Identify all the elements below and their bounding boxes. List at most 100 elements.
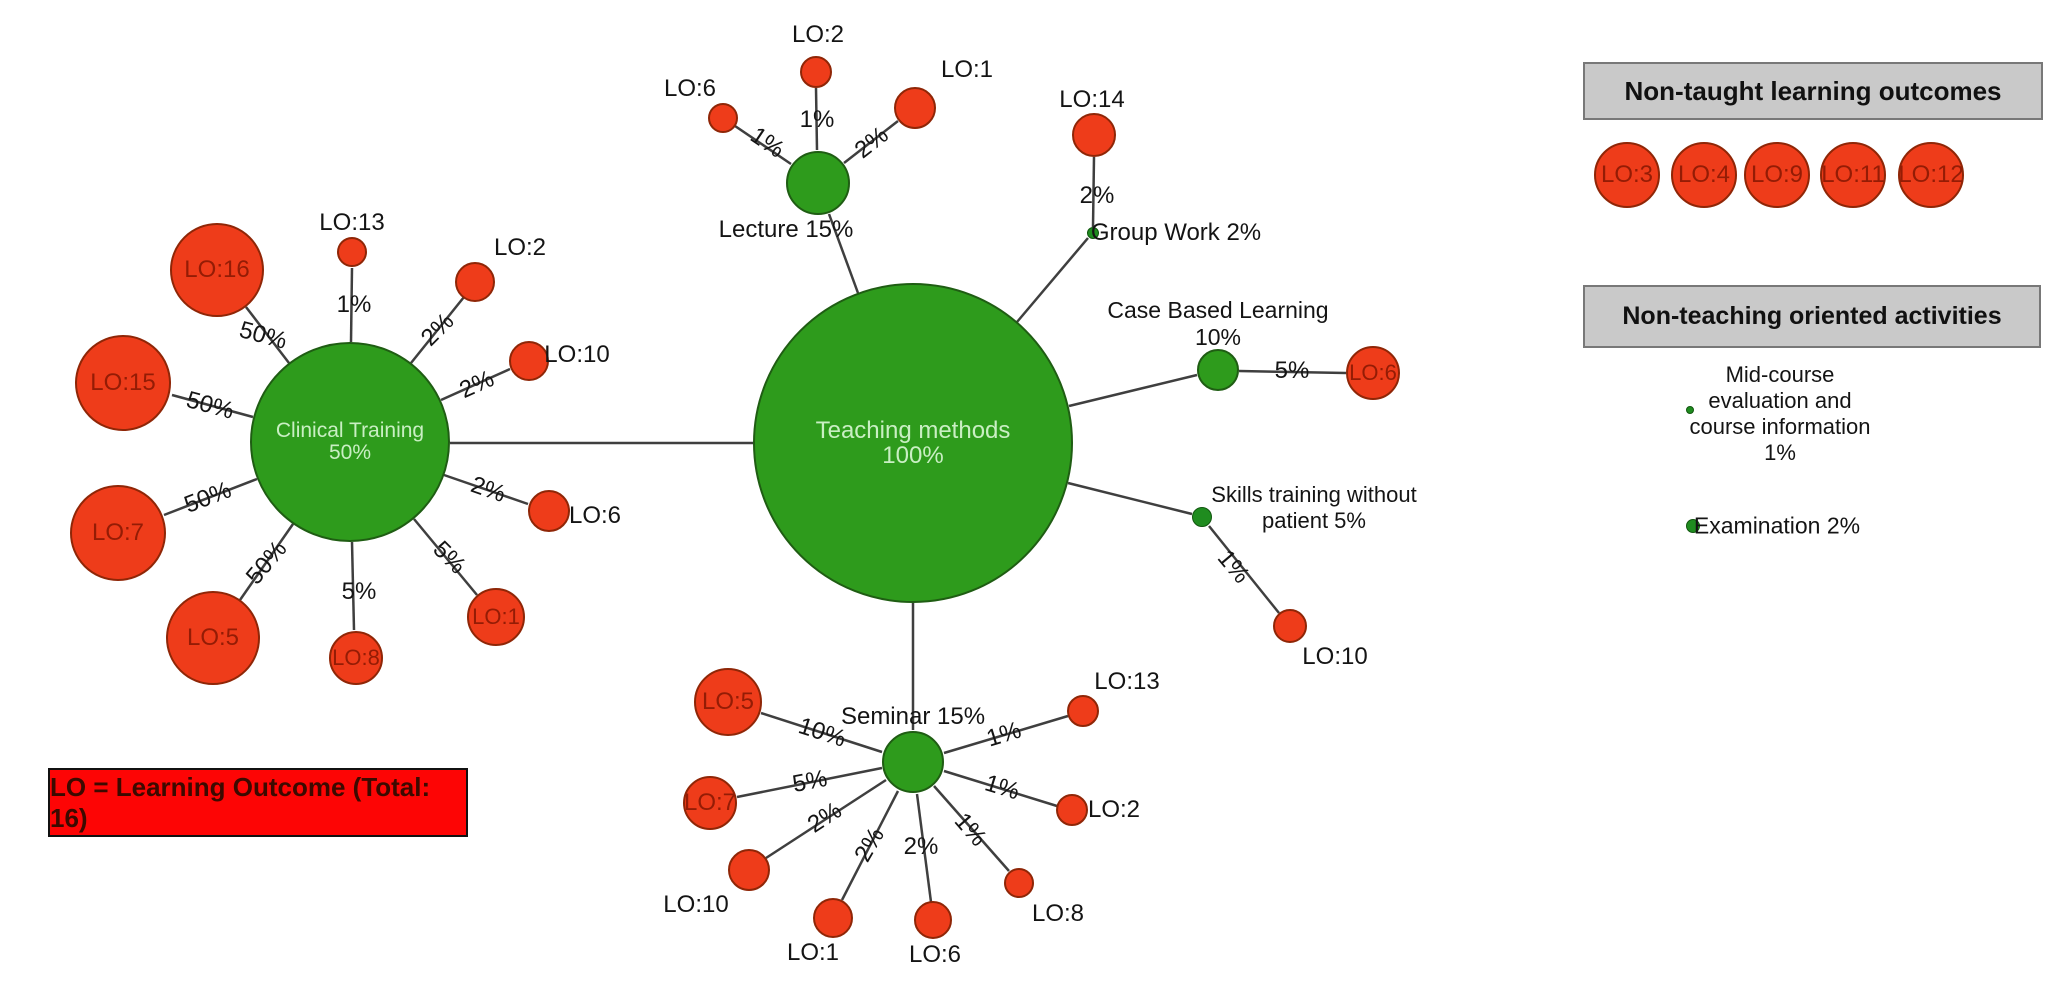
- lo1-clinical-circle: LO:1: [467, 588, 525, 646]
- lo1-lecture-label: LO:1: [940, 55, 994, 83]
- edge-seminar-lo1: [840, 790, 900, 901]
- lo10-seminar-circle: [728, 849, 770, 891]
- lo7-clinical-circle: LO:7: [70, 485, 166, 581]
- legend-non-taught-header: Non-taught learning outcomes: [1583, 62, 2043, 120]
- edge-clinical-lo6: [443, 473, 529, 506]
- edge-lecture-lo6: [734, 124, 792, 166]
- lo8-seminar-circle: [1004, 868, 1034, 898]
- clinical-training-label: Clinical Training 50%: [275, 418, 425, 464]
- lo15-clinical-label: LO:15: [90, 369, 156, 397]
- examination-label: Examination 2%: [1693, 512, 1861, 539]
- skills-training-label: Skills training without patient 5%: [1211, 482, 1417, 533]
- midcourse-label: Mid-course evaluation and course informa…: [1689, 362, 1871, 465]
- footnote-box: LO = Learning Outcome (Total: 16): [48, 768, 468, 837]
- edge-seminar-lo8: [933, 785, 1010, 872]
- teaching-methods-circle: Teaching methods 100%: [753, 283, 1073, 603]
- footnote-text: LO = Learning Outcome (Total: 16): [50, 771, 431, 833]
- lo13-seminar-label: LO:13: [1094, 667, 1160, 695]
- lo16-clinical-circle: LO:16: [170, 223, 264, 317]
- legend-non-teaching-header: Non-teaching oriented activities: [1583, 285, 2041, 348]
- lo11-legend-label: LO:11: [1821, 161, 1885, 189]
- edge-teaching-skills: [1067, 481, 1193, 516]
- lo13-seminar-circle: [1067, 695, 1099, 727]
- edge-clinical-lo1: [413, 518, 478, 596]
- lo14-groupwork-circle: [1072, 113, 1116, 157]
- lo1-clinical-label: LO:1: [472, 604, 520, 630]
- edge-lo14-groupwork: [1091, 156, 1096, 228]
- group-work-label: Group Work 2%: [1090, 218, 1262, 246]
- lecture-circle: [786, 151, 850, 215]
- lo16-clinical-label: LO:16: [184, 256, 250, 284]
- edge-clinical-lo5: [238, 523, 295, 601]
- lo6-clinical-circle: [528, 490, 570, 532]
- lo13-clinical-circle: [337, 237, 367, 267]
- edge-clinical-lo10: [440, 367, 511, 402]
- edge-clinical-lo7: [163, 477, 258, 517]
- case-based-learning-label: Case Based Learning 10%: [1107, 296, 1329, 350]
- lo1-lecture-circle: [894, 87, 936, 129]
- lo7-seminar-circle: LO:7: [683, 776, 737, 830]
- edge-seminar-lo10: [765, 778, 887, 860]
- edge-seminar-lo2: [943, 769, 1058, 808]
- lo15-clinical-circle: LO:15: [75, 335, 171, 431]
- lo2-clinical-circle: [455, 262, 495, 302]
- lo6-seminar-circle: [914, 901, 952, 939]
- skills-training-circle: [1192, 507, 1212, 527]
- clinical-training-circle: Clinical Training 50%: [250, 342, 450, 542]
- midcourse-dot-circle: [1686, 406, 1694, 414]
- lo5-seminar-circle: LO:5: [694, 668, 762, 736]
- lo1-seminar-circle: [813, 898, 853, 938]
- edge-lo14-groupwork-percent-label: 2%: [1079, 182, 1115, 209]
- edge-cbl-lo6-percent-label: 5%: [1274, 357, 1310, 384]
- lo2-seminar-circle: [1056, 794, 1088, 826]
- edge-seminar-lo7: [736, 766, 883, 799]
- lo3-legend-circle: LO:3: [1594, 142, 1660, 208]
- edge-cbl-lo6: [1238, 369, 1347, 375]
- lo8-clinical-label: LO:8: [332, 645, 380, 671]
- lo10-skills-circle: [1273, 609, 1307, 643]
- edge-clinical-lo2: [410, 296, 465, 364]
- lo6-cbl-label: LO:6: [1349, 360, 1397, 386]
- edge-clinical-lo13: [349, 267, 354, 343]
- lo12-legend-label: LO:12: [1898, 161, 1964, 189]
- edge-skills-lo10: [1208, 525, 1280, 614]
- lo6-lecture-label: LO:6: [663, 74, 717, 102]
- lo4-legend-circle: LO:4: [1671, 142, 1737, 208]
- edge-seminar-lo5: [760, 711, 883, 754]
- case-based-learning-circle: [1197, 349, 1239, 391]
- edge-lecture-lo2: [814, 87, 819, 151]
- lo6-clinical-label: LO:6: [568, 501, 622, 529]
- legend-non-taught-title: Non-taught learning outcomes: [1624, 75, 2002, 106]
- legend-non-teaching-title: Non-teaching oriented activities: [1622, 302, 2002, 330]
- lo12-legend-circle: LO:12: [1898, 142, 1964, 208]
- teaching-methods-label: Teaching methods 100%: [815, 416, 1011, 469]
- lo2-lecture-circle: [800, 56, 832, 88]
- lo4-legend-label: LO:4: [1677, 161, 1731, 189]
- edge-clinical-lo15: [171, 393, 254, 419]
- edge-seminar-lo6-percent-label: 2%: [903, 833, 939, 860]
- edge-lecture-lo2-percent-label: 1%: [799, 106, 835, 133]
- edge-seminar-lo13: [943, 714, 1069, 755]
- lecture-label: Lecture 15%: [718, 215, 854, 243]
- examination-dot-circle: [1686, 519, 1700, 533]
- lo7-clinical-label: LO:7: [91, 519, 145, 547]
- edge-clinical-lo13-percent-label: 1%: [336, 291, 372, 318]
- lo6-seminar-label: LO:6: [908, 940, 962, 968]
- lo9-legend-circle: LO:9: [1744, 142, 1810, 208]
- lo13-clinical-label: LO:13: [319, 208, 385, 236]
- edge-clinical-lo8: [350, 541, 356, 631]
- edge-teaching-lecture: [827, 213, 860, 294]
- lo2-seminar-label: LO:2: [1087, 795, 1141, 823]
- lo10-clinical-circle: [509, 341, 549, 381]
- lo14-groupwork-label: LO:14: [1059, 85, 1125, 113]
- edge-teaching-groupwork: [1016, 237, 1089, 323]
- lo8-clinical-circle: LO:8: [329, 631, 383, 685]
- edge-seminar-lo6: [915, 793, 933, 903]
- lo1-seminar-label: LO:1: [786, 938, 840, 966]
- lo8-seminar-label: LO:8: [1031, 899, 1085, 927]
- lo9-legend-label: LO:9: [1750, 161, 1804, 189]
- seminar-label: Seminar 15%: [840, 702, 986, 730]
- lo11-legend-circle: LO:11: [1820, 142, 1886, 208]
- lo5-seminar-label: LO:5: [701, 688, 755, 716]
